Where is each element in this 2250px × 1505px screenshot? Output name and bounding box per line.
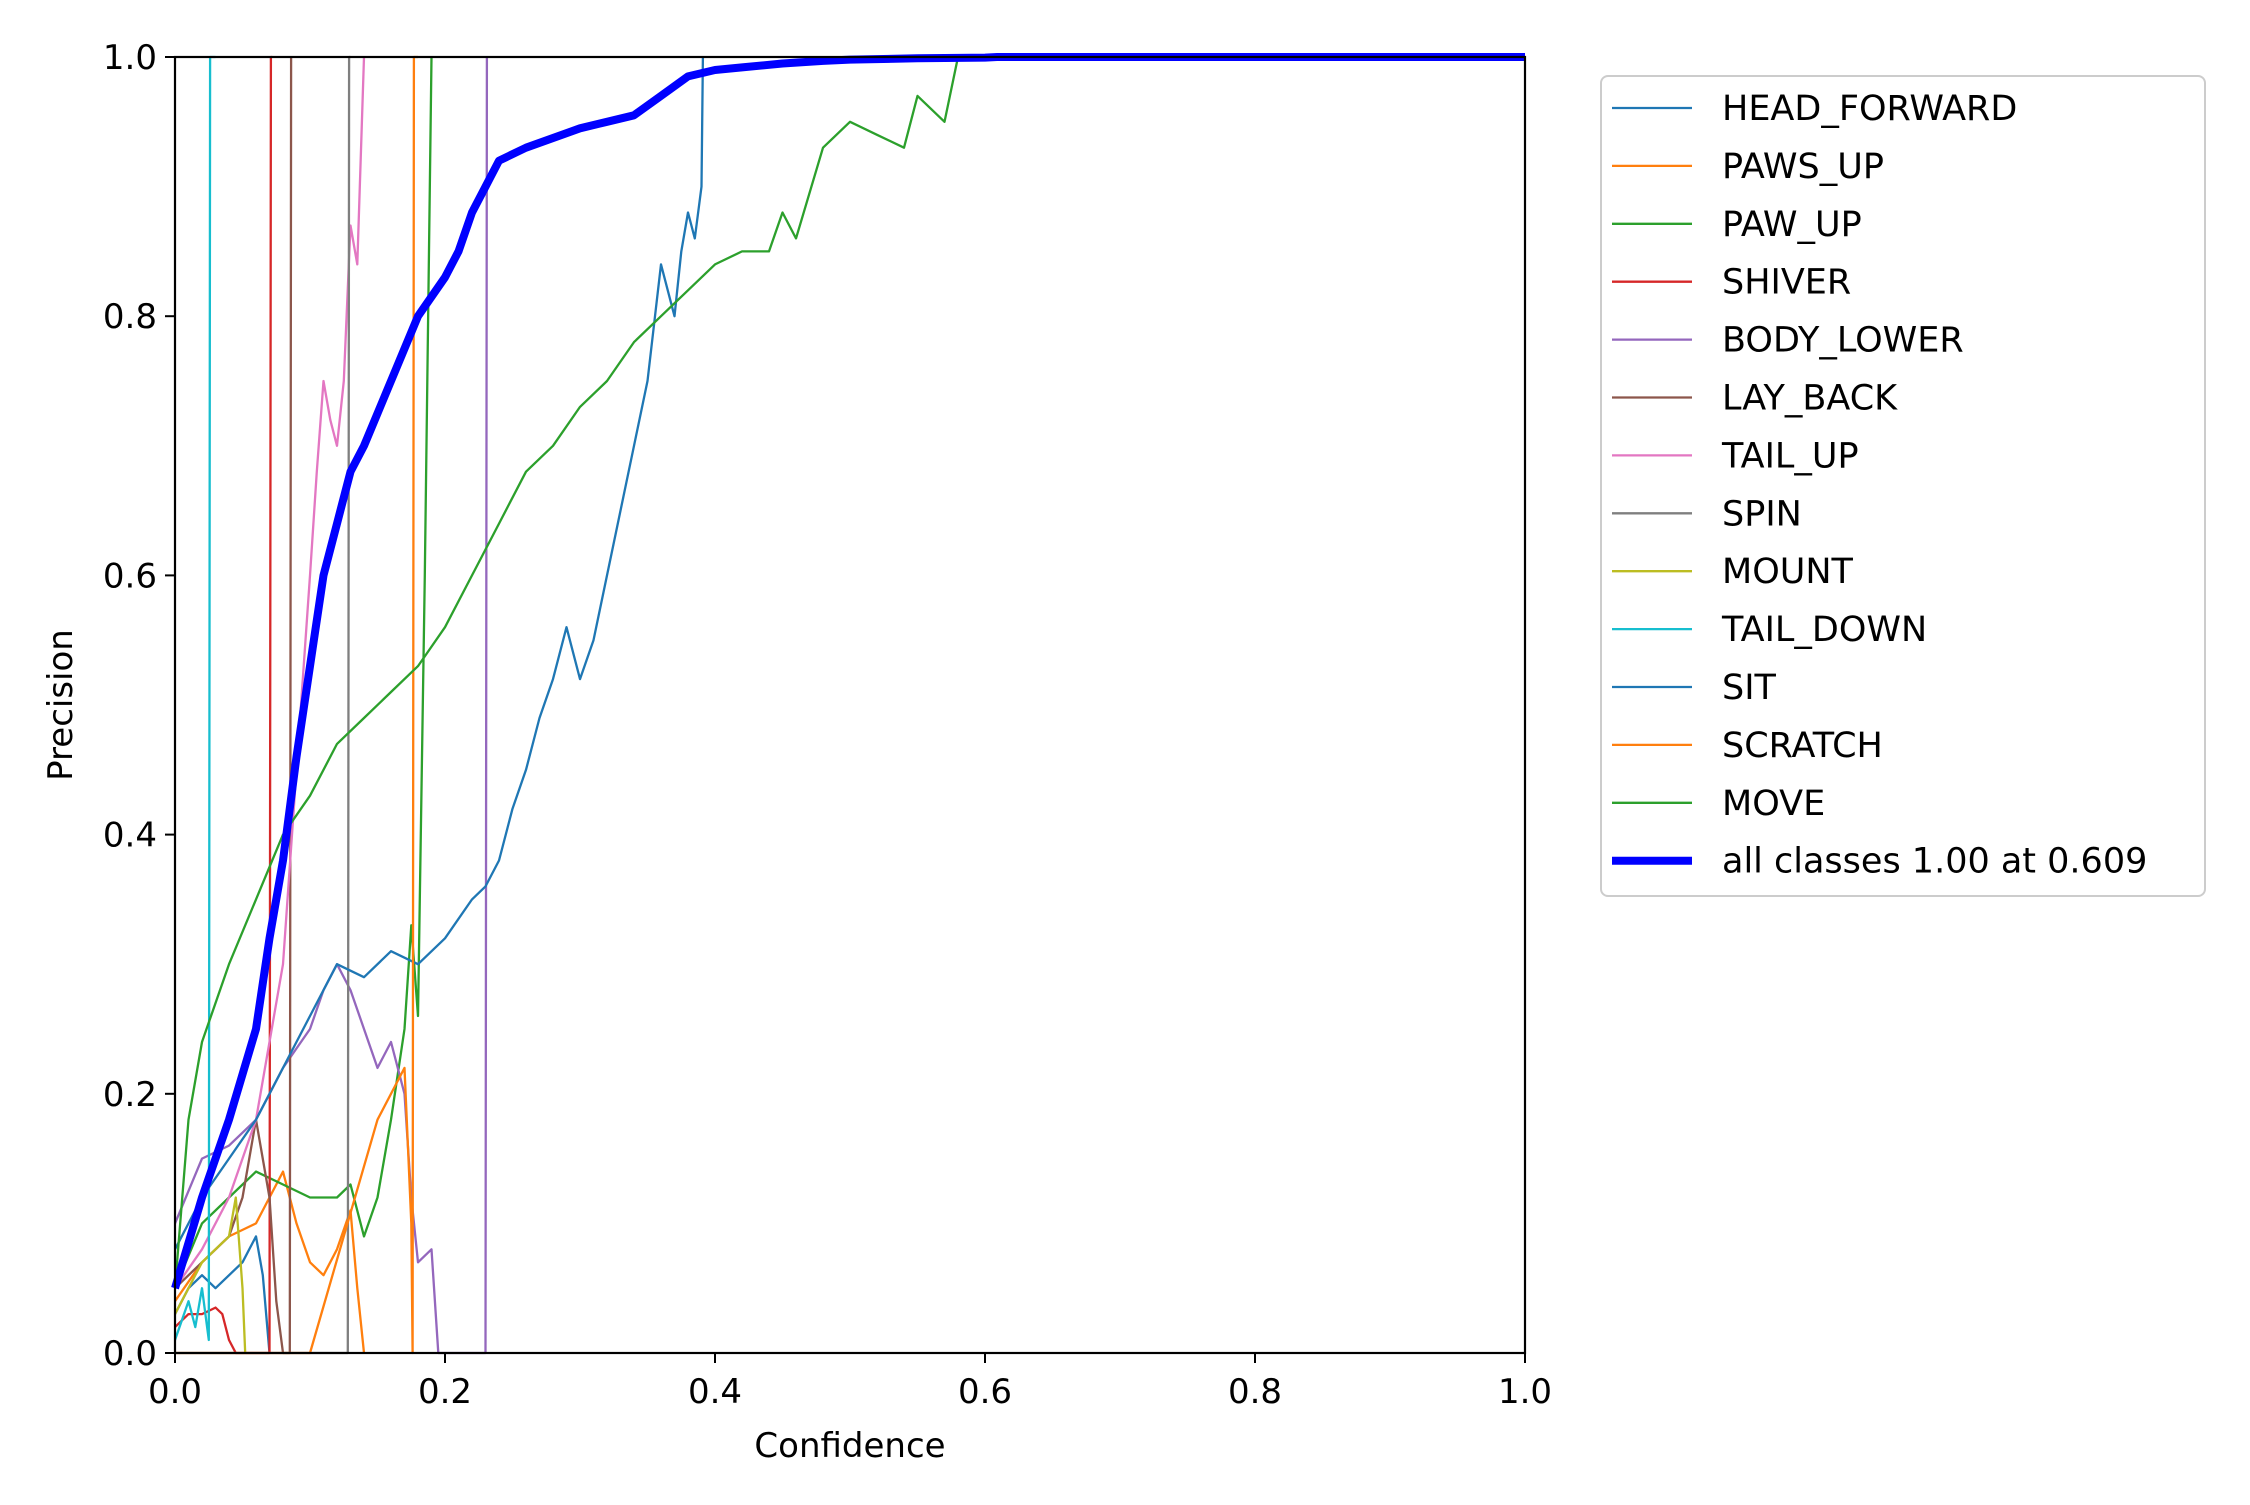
y-axis-ticks: 0.0 0.2 0.4 0.6 0.8 1.0	[103, 38, 175, 1374]
x-axis-ticks: 0.0 0.2 0.4 0.6 0.8 1.0	[148, 1353, 1552, 1412]
legend-label: SIT	[1722, 668, 1777, 708]
legend: HEAD_FORWARD PAWS_UP PAW_UP SHIVER BODY_LOWE…	[1600, 75, 2206, 897]
legend-label: LAY_BACK	[1722, 379, 1898, 419]
legend-label: HEAD_FORWARD	[1722, 89, 2017, 129]
x-tick-label: 0.2	[418, 1372, 472, 1412]
x-tick-label: 0.0	[148, 1372, 202, 1412]
legend-item: all classes 1.00 at 0.609	[1612, 842, 2147, 882]
y-tick-label: 0.2	[103, 1075, 157, 1115]
series-line-3	[174, 55, 273, 1355]
legend-item: MOUNT	[1612, 552, 1854, 592]
y-tick-label: 1.0	[103, 38, 157, 78]
x-tick-label: 0.6	[958, 1372, 1012, 1412]
series-line-12	[173, 55, 1525, 1289]
series-line-2	[173, 56, 433, 1289]
legend-label: all classes 1.00 at 0.609	[1722, 842, 2147, 882]
legend-frame	[1600, 75, 2206, 897]
legend-label: MOUNT	[1722, 552, 1854, 592]
y-tick-label: 0.0	[103, 1334, 157, 1374]
legend-item: SHIVER	[1612, 263, 1851, 303]
legend-item: TAIL_DOWN	[1612, 610, 1927, 650]
legend-label: BODY_LOWER	[1722, 321, 1964, 361]
legend-item: SIT	[1612, 668, 1777, 708]
legend-label: SCRATCH	[1722, 726, 1883, 766]
legend-item: BODY_LOWER	[1612, 321, 1964, 361]
legend-item: SCRATCH	[1612, 726, 1883, 766]
legend-item: LAY_BACK	[1612, 379, 1898, 419]
plot-frame	[173, 55, 1527, 1355]
legend-item: HEAD_FORWARD	[1612, 89, 2017, 129]
legend-label: SHIVER	[1722, 263, 1851, 303]
legend-label: PAWS_UP	[1722, 147, 1884, 187]
legend-item: MOVE	[1612, 784, 1825, 824]
legend-label: TAIL_DOWN	[1721, 610, 1927, 650]
legend-label: TAIL_UP	[1721, 436, 1859, 476]
legend-label: PAW_UP	[1722, 205, 1862, 245]
x-tick-label: 1.0	[1498, 1372, 1552, 1412]
legend-item: PAWS_UP	[1612, 147, 1884, 187]
x-tick-label: 0.8	[1228, 1372, 1282, 1412]
y-tick-label: 0.6	[103, 556, 157, 596]
x-axis-label: Confidence	[754, 1426, 945, 1466]
series-line-10	[173, 56, 705, 1250]
legend-label: MOVE	[1722, 784, 1825, 824]
legend-item: TAIL_UP	[1612, 436, 1859, 476]
x-tick-label: 0.4	[688, 1372, 742, 1412]
legend-label: SPIN	[1722, 494, 1802, 534]
y-tick-label: 0.4	[103, 816, 157, 856]
y-axis-label: Precision	[41, 629, 81, 781]
series-line-8	[173, 1196, 247, 1354]
y-tick-label: 0.8	[103, 297, 157, 337]
series-line-13	[171, 53, 1525, 1290]
legend-item: PAW_UP	[1612, 205, 1862, 245]
legend-item: SPIN	[1612, 494, 1802, 534]
